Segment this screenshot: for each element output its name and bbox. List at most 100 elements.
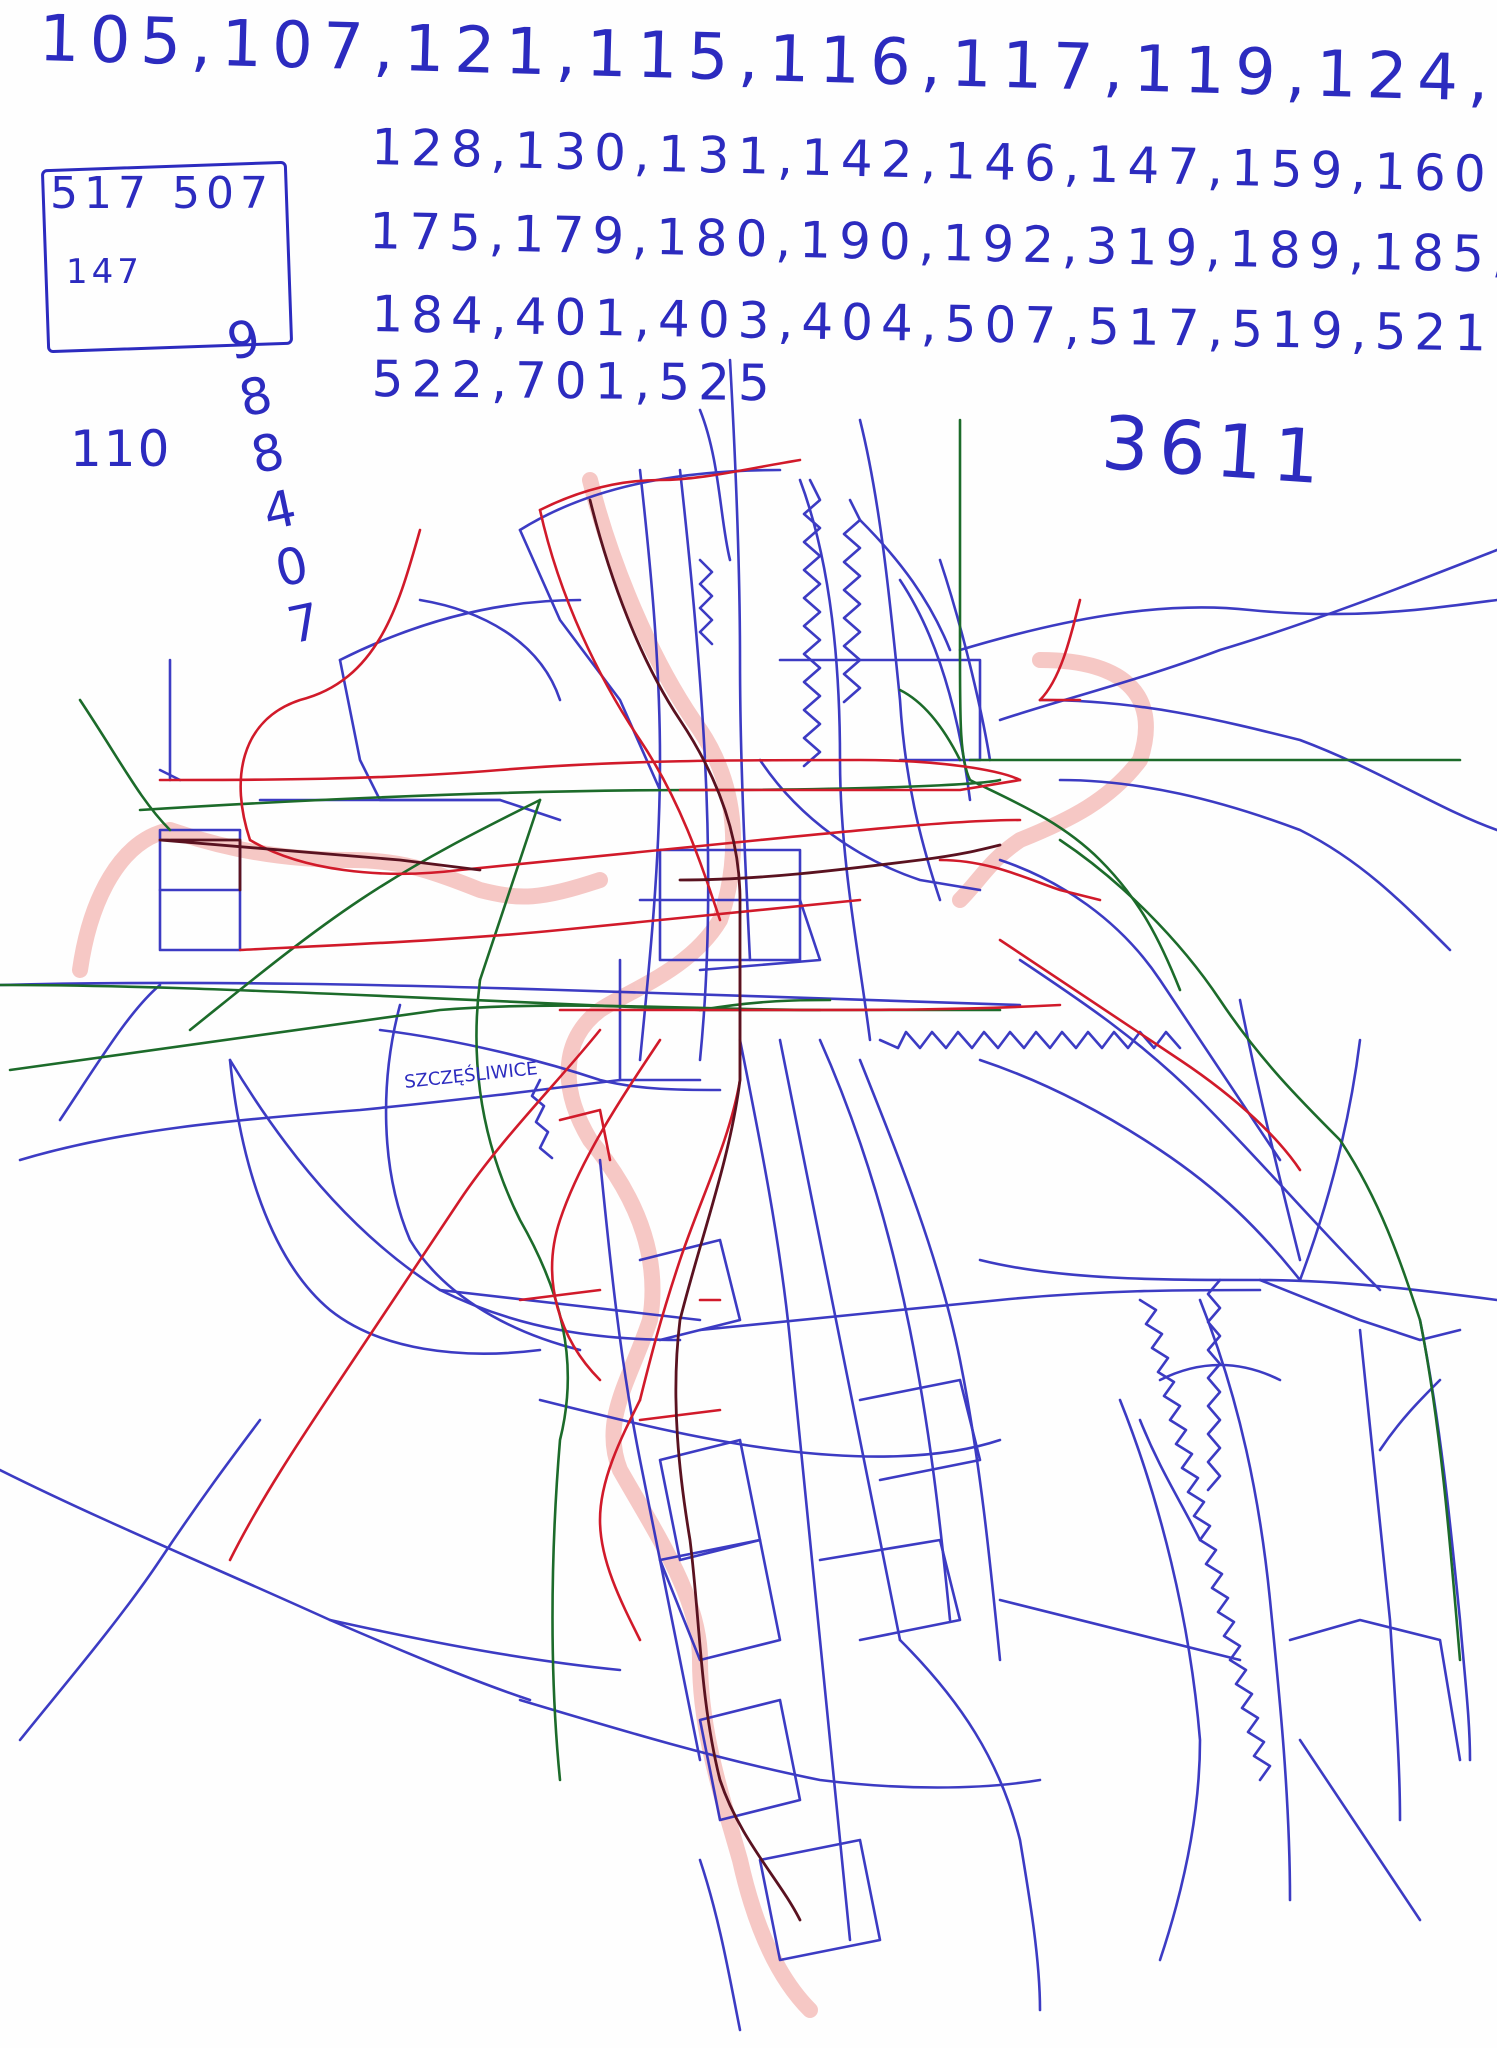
green-line — [138, 778, 1002, 812]
red-line — [938, 858, 1102, 902]
red-line — [598, 1398, 642, 1642]
bus-line — [378, 1028, 722, 1092]
zigzag-line — [698, 558, 714, 646]
bus-line — [1158, 1363, 1282, 1382]
bus-line — [384, 1003, 582, 1352]
bus-line — [818, 1038, 952, 1622]
bus-line — [0, 1468, 532, 1702]
red-line — [558, 1003, 1062, 1012]
bus-line — [1118, 1398, 1202, 1962]
red-line — [158, 758, 1022, 782]
zigzag-line — [1206, 1278, 1222, 1492]
river-highlight-main — [560, 472, 818, 2018]
green-line — [1058, 838, 1462, 1662]
bus-line — [0, 981, 1022, 1007]
green-line — [78, 698, 172, 832]
river-highlight-east — [952, 652, 1154, 908]
metro-line — [158, 498, 1002, 1922]
bus-line — [18, 1418, 262, 1742]
green-line — [898, 688, 962, 762]
bus-line — [1288, 1618, 1462, 1762]
bus-line — [638, 898, 822, 972]
bus-line — [258, 798, 562, 822]
zigzag-line — [802, 478, 822, 768]
bus-line — [1258, 1278, 1462, 1342]
red-line — [558, 1108, 612, 1162]
bus-line — [338, 658, 502, 802]
bus-line — [328, 1618, 622, 1672]
dark-line — [678, 843, 1002, 882]
bus-line — [158, 658, 182, 782]
red-line — [638, 1408, 722, 1422]
green-line — [475, 978, 570, 1782]
bus-line — [1198, 1298, 1292, 1902]
bus-line — [858, 418, 942, 902]
bus-line — [518, 1698, 1042, 1789]
red-line — [678, 778, 1022, 792]
bus-line — [598, 1158, 702, 1762]
red-line — [550, 1038, 662, 1382]
bus-line — [678, 468, 710, 1062]
bus-line — [618, 958, 702, 1082]
red-line — [248, 818, 1022, 876]
bus-line — [758, 758, 982, 892]
bus-line — [638, 1238, 742, 1342]
green-line — [698, 998, 832, 1012]
bus-lines — [0, 358, 1497, 2032]
bus-line — [1378, 1378, 1442, 1452]
bus-line — [978, 1258, 1497, 1302]
red-line — [228, 1028, 602, 1562]
bus-line — [698, 1288, 1262, 1332]
bus-line — [858, 518, 952, 652]
bus-line — [418, 598, 562, 702]
bus-line — [638, 468, 662, 1062]
zigzag-line — [1138, 1298, 1272, 1782]
bus-line — [978, 1058, 1302, 1282]
bus-line — [18, 1078, 622, 1162]
bus-line — [1018, 958, 1382, 1292]
bus-line — [338, 598, 582, 662]
bus-line — [438, 1288, 702, 1322]
red-line — [538, 508, 722, 922]
bus-line — [818, 1538, 962, 1642]
bus-line — [758, 1838, 882, 1962]
bus-line — [1138, 1418, 1202, 1542]
bus-line — [938, 558, 992, 762]
red-line — [998, 938, 1302, 1172]
green-line — [8, 1004, 822, 1072]
zigzag-line — [530, 1078, 554, 1160]
green-line — [478, 798, 542, 982]
red-line — [238, 898, 862, 952]
bus-line — [538, 1398, 1002, 1458]
bus-line — [658, 848, 802, 962]
green-line — [968, 778, 1182, 992]
bus-line — [1298, 1038, 1362, 1282]
bus-line — [1058, 778, 1452, 952]
bus-line — [998, 548, 1497, 722]
bus-line — [228, 1058, 542, 1355]
bus-line — [858, 1378, 982, 1482]
bus-line — [58, 983, 162, 1122]
red-line — [538, 458, 802, 512]
green-line — [188, 798, 542, 1032]
boxed-note-top: 517 507 — [50, 168, 274, 219]
bus-line — [898, 1638, 1042, 2012]
bus-line — [1418, 1318, 1472, 1762]
left-code: 110 — [70, 420, 172, 478]
green-line — [958, 418, 972, 782]
bus-line — [858, 1058, 1002, 1662]
bus-line — [778, 1038, 902, 1642]
bus-line — [658, 1538, 782, 1662]
bus-line — [998, 1598, 1242, 1662]
zigzag-line — [878, 1030, 1182, 1050]
bus-line — [698, 1858, 742, 2032]
tram-lines — [158, 458, 1302, 1642]
bus-line — [738, 1038, 852, 1942]
bus-line — [998, 858, 1282, 1162]
zigzag-line — [842, 498, 862, 704]
bus-line — [958, 598, 1497, 652]
bus-line — [1358, 1328, 1402, 1822]
boxed-note-bottom: 147 — [66, 252, 143, 292]
bus-line — [728, 358, 752, 962]
